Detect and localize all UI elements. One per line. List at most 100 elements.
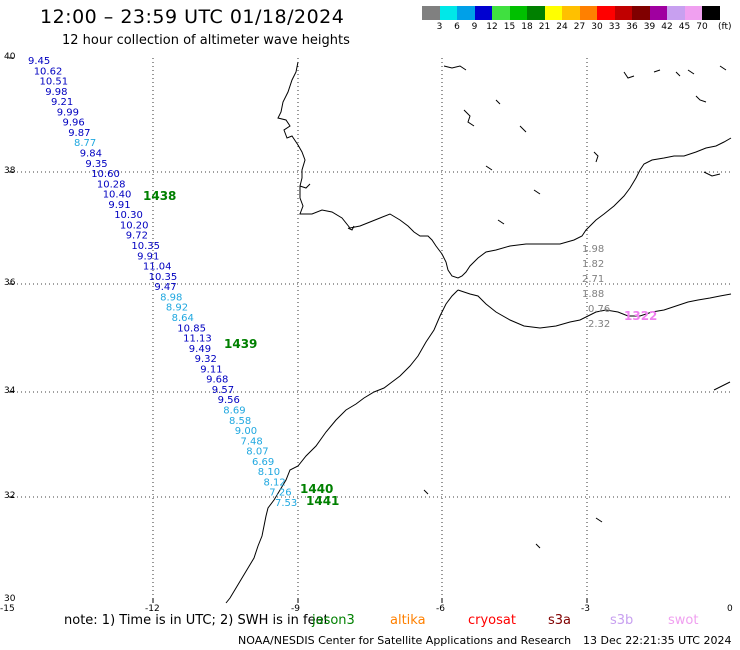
mission-jason3: jason3	[312, 613, 355, 628]
legend-label: 70	[696, 22, 708, 32]
swh-value: 10.40	[103, 190, 132, 201]
swh-value: 1.98	[582, 244, 604, 255]
mission-s3a: s3a	[548, 613, 572, 628]
lat-label-32: 32	[4, 491, 16, 501]
pass-label-1440: 1440	[300, 482, 334, 496]
swh-value: 8.10	[258, 467, 280, 478]
swh-value: 9.84	[80, 149, 102, 160]
mission-swot: swot	[668, 613, 699, 628]
swh-value: 10.60	[91, 169, 120, 180]
map-subtitle: 12 hour collection of altimeter wave hei…	[62, 33, 350, 48]
lon-label-m15: -15	[0, 604, 15, 614]
coast-fragments	[423, 65, 731, 549]
footer-credit: NOAA/NESDIS Center for Satellite Applica…	[238, 634, 572, 647]
lon-label-m9: -9	[291, 604, 300, 614]
legend-swatch	[509, 6, 527, 20]
legend-swatch	[579, 6, 597, 20]
tick-marks	[9, 57, 588, 603]
legend-label: 39	[643, 22, 656, 32]
swh-value: 1.82	[582, 259, 604, 270]
lat-label-40: 40	[4, 52, 16, 62]
swh-value: 9.57	[212, 385, 234, 396]
lat-label-36: 36	[4, 278, 16, 288]
legend-label: 9	[471, 22, 478, 32]
coastline	[225, 61, 732, 604]
legend-label: 6	[454, 22, 460, 32]
lon-label-m3: -3	[581, 604, 590, 614]
swh-value: 8.12	[264, 477, 286, 488]
swh-value: 9.49	[189, 344, 211, 355]
swh-value: 9.91	[108, 200, 130, 211]
footer-timestamp: 13 Dec 22:21:35 UTC 2024	[583, 634, 732, 647]
swh-value: 9.91	[137, 251, 159, 262]
swh-value: 2.32	[588, 319, 610, 330]
legend-label: 21	[538, 22, 551, 32]
legend-label: 15	[503, 22, 516, 32]
swh-value: 9.68	[206, 375, 228, 386]
lat-label-34: 34	[4, 386, 16, 396]
legend-swatch	[702, 6, 720, 20]
swh-value: 2.71	[582, 274, 604, 285]
swh-value: 9.87	[68, 128, 90, 139]
mission-s3b: s3b	[610, 613, 634, 628]
map-title: 12:00 – 23:59 UTC 01/18/2024	[40, 6, 345, 28]
swh-value: 9.45	[28, 56, 50, 67]
legend-swatch	[684, 6, 702, 20]
swh-value: 8.64	[172, 313, 194, 324]
swh-value: 10.28	[97, 179, 126, 190]
swh-value: 9.72	[126, 231, 148, 242]
lat-label-38: 38	[4, 166, 16, 176]
swh-value: 10.30	[114, 210, 143, 221]
swh-value: 9.21	[51, 97, 73, 108]
legend-label: 24	[556, 22, 568, 32]
swh-value: 9.32	[195, 354, 217, 365]
legend-label: 42	[661, 22, 673, 32]
legend-swatch	[492, 6, 510, 20]
legend-label: 30	[591, 22, 603, 32]
track-a-labels: 9.4510.6210.519.989.219.999.969.878.779.…	[28, 56, 297, 509]
swh-value: 7.48	[241, 436, 263, 447]
legend-label: 12	[486, 22, 498, 32]
swh-value: 9.35	[85, 159, 107, 170]
swh-value: 10.51	[40, 77, 69, 88]
swh-value: 10.62	[34, 66, 63, 77]
legend-swatch	[457, 6, 475, 20]
swh-value: 7.26	[269, 488, 291, 499]
pass-label-1438: 1438	[143, 189, 177, 203]
swh-value: 6.69	[252, 457, 274, 468]
gridlines	[9, 58, 731, 603]
lon-label-0: 0	[727, 604, 733, 614]
swh-value: 8.77	[74, 138, 96, 149]
swh-value: 10.35	[131, 241, 160, 252]
legend-swatch	[632, 6, 650, 20]
legend-swatch	[562, 6, 580, 20]
legend-swatch	[649, 6, 667, 20]
swh-value: 9.11	[200, 364, 222, 375]
swh-value: 9.56	[218, 395, 240, 406]
track-b-labels: 1.98 1.82 2.71 1.88 0.76 2.32	[582, 244, 610, 330]
lon-label-m6: -6	[436, 604, 445, 614]
legend-label: 45	[678, 22, 691, 32]
swh-value: 8.98	[160, 292, 182, 303]
swh-value: 10.85	[177, 323, 206, 334]
legend-swatch	[439, 6, 457, 20]
legend-label: 18	[521, 22, 533, 32]
swh-value: 11.13	[183, 334, 212, 345]
swh-value: 9.47	[154, 282, 176, 293]
swh-value: 8.69	[223, 406, 245, 417]
swh-value: 9.99	[57, 107, 79, 118]
mission-altika: altika	[390, 613, 426, 628]
legend-swatch	[422, 6, 440, 20]
legend-swatch	[527, 6, 545, 20]
swh-value: 9.98	[45, 87, 67, 98]
pass-label-1441: 1441	[306, 494, 340, 508]
swh-value: 11.04	[143, 262, 172, 273]
swh-value: 8.07	[246, 447, 268, 458]
legend-unit: (ft)	[718, 22, 732, 32]
swh-value: 8.58	[229, 416, 251, 427]
legend-swatch	[597, 6, 615, 20]
lat-label-30: 30	[4, 594, 16, 604]
swh-value: 9.00	[235, 426, 257, 437]
swh-value: 9.96	[63, 118, 85, 129]
